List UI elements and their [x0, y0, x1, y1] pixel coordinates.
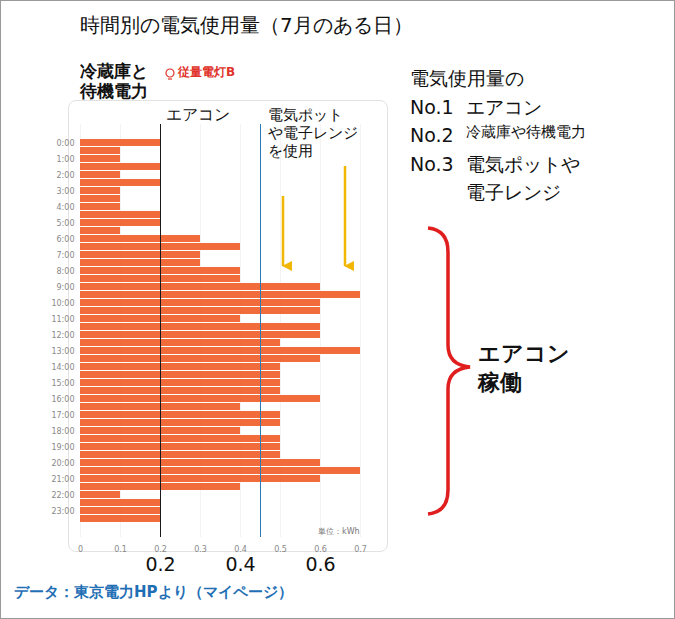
- svg-text:14:00: 14:00: [51, 363, 74, 372]
- svg-text:6:00: 6:00: [57, 235, 75, 244]
- html-text:単位：kWh: 単位：kWh: [318, 527, 360, 536]
- svg-text:15:00: 15:00: [51, 379, 74, 388]
- svg-text:0.3: 0.3: [194, 545, 207, 554]
- svg-text:7:00: 7:00: [57, 251, 75, 260]
- svg-text:21:00: 21:00: [51, 475, 74, 484]
- html-text:No.1: No.1: [410, 95, 454, 118]
- svg-text:0.7: 0.7: [354, 545, 367, 554]
- svg-text:12:00: 12:00: [51, 331, 74, 340]
- html-text:No.3: No.3: [410, 152, 454, 175]
- svg-text:4:00: 4:00: [57, 203, 75, 212]
- html-text:電気使用量の: 電気使用量の: [410, 67, 524, 89]
- svg-text:0.5: 0.5: [274, 545, 287, 554]
- svg-text:2:00: 2:00: [57, 171, 75, 180]
- svg-text:0:00: 0:00: [57, 139, 75, 148]
- svg-text:23:00: 23:00: [51, 507, 74, 516]
- svg-text:1:00: 1:00: [57, 155, 75, 164]
- html-text:冷蔵庫や待機電力: 冷蔵庫や待機電力: [465, 123, 586, 141]
- svg-text:5:00: 5:00: [57, 219, 75, 228]
- svg-text:8:00: 8:00: [57, 267, 75, 276]
- svg-text:0.6: 0.6: [314, 545, 327, 555]
- svg-text:10:00: 10:00: [51, 299, 74, 308]
- html-text:エアコン 稼働: エアコン 稼働: [478, 341, 570, 395]
- html-text:エアコン: エアコン: [465, 95, 542, 118]
- html-text:エアコン: エアコン: [166, 105, 230, 124]
- svg-text:11:00: 11:00: [51, 315, 74, 324]
- svg-text:0.1: 0.1: [114, 545, 127, 554]
- html-text:No.2: No.2: [410, 124, 454, 146]
- svg-text:0.4: 0.4: [225, 553, 255, 575]
- svg-text:19:00: 19:00: [51, 443, 74, 452]
- html-text:冷蔵庫と 待機電力: 冷蔵庫と 待機電力: [80, 61, 148, 101]
- svg-text:0.2: 0.2: [145, 553, 175, 575]
- svg-text:0.2: 0.2: [154, 545, 167, 555]
- svg-text:9:00: 9:00: [57, 283, 75, 292]
- svg-text:17:00: 17:00: [51, 411, 74, 420]
- html-text:データ：東京電力HPより（マイページ）: データ：東京電力HPより（マイページ）: [14, 583, 293, 601]
- html-text:電気ポット や電子レンジ を使用: 電気ポット や電子レンジ を使用: [268, 106, 358, 160]
- svg-text:16:00: 16:00: [51, 395, 74, 404]
- svg-text:20:00: 20:00: [51, 459, 74, 468]
- svg-text:0: 0: [78, 545, 83, 554]
- svg-text:13:00: 13:00: [51, 347, 74, 356]
- svg-text:18:00: 18:00: [51, 427, 74, 436]
- svg-text:0.4: 0.4: [234, 545, 247, 555]
- html-text:時間別の電気使用量（7月のある日）: 時間別の電気使用量（7月のある日）: [80, 13, 413, 37]
- svg-text:22:00: 22:00: [51, 491, 74, 500]
- svg-text:0.6: 0.6: [305, 553, 335, 575]
- svg-text:3:00: 3:00: [57, 187, 75, 196]
- html-text:従量電灯B: 従量電灯B: [178, 65, 236, 79]
- html-text:電気ポットや 電子レンジ: 電気ポットや 電子レンジ: [465, 152, 580, 203]
